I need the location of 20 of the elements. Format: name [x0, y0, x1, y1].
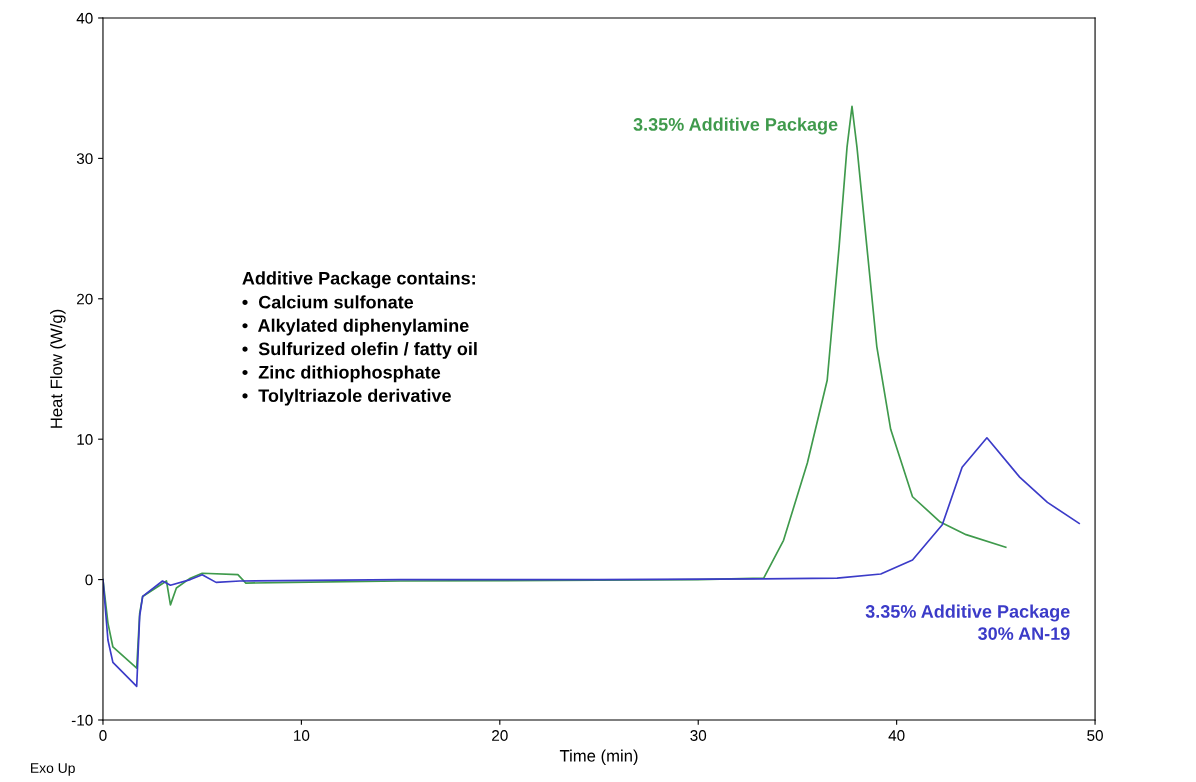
x-tick-label: 50 [1087, 730, 1103, 741]
x-tick-label: 30 [690, 730, 707, 741]
annotation: Additive Package contains: [242, 271, 475, 289]
series-label: 3.35% Additive Package [633, 117, 838, 135]
text: Exo Up [31, 763, 75, 776]
y-axis-title: Heat Flow (W/g) [50, 309, 66, 428]
x-tick-label: 10 [294, 730, 310, 741]
y-tick-label: 10 [77, 434, 93, 445]
line-series [102, 436, 1081, 688]
y-tick-label: 40 [76, 12, 93, 24]
series-label: 3.35% Additive Package 30% AN-19 [865, 604, 1070, 641]
y-tick-label: -10 [71, 714, 93, 726]
y-tick-label: 0 [85, 574, 93, 586]
x-tick-label: 40 [888, 730, 905, 741]
y-tick-label: 20 [77, 293, 93, 305]
x-tick-label: 20 [492, 730, 508, 741]
x-axis-title: Time (min) [559, 749, 638, 766]
x-tick-label: 0 [99, 730, 107, 741]
annotation: • Calcium sulfonate • Alkylated diphenylamine • Sulfurized olefin / fatty oil • Zinc dithiophosphate • Tolyltriazole derivative [242, 295, 477, 406]
y-tick-label: 30 [76, 153, 93, 165]
